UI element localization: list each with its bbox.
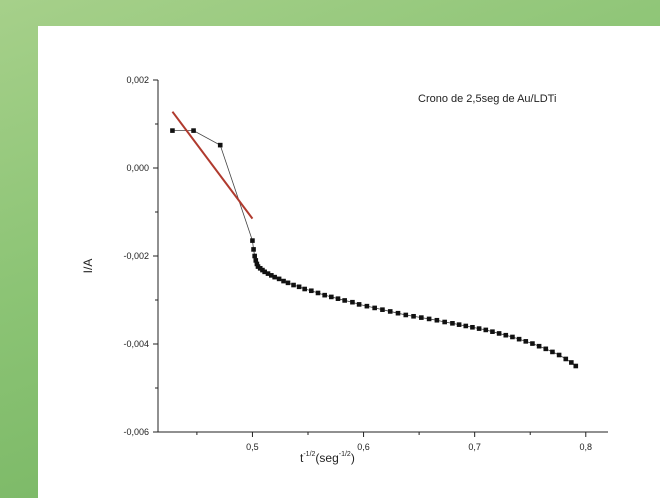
- data-point: [364, 303, 370, 309]
- x-axis-label-base: t: [300, 451, 304, 465]
- data-point: [470, 324, 475, 330]
- data-point: [296, 284, 302, 290]
- data-point: [262, 269, 267, 275]
- y-tick-label: 0,000: [126, 163, 149, 173]
- data-point: [490, 329, 495, 334]
- data-point: [523, 339, 529, 344]
- data-point: [476, 326, 482, 331]
- data-point: [496, 331, 502, 336]
- chart-card: 0,002 0,000 -0,002 -0,004 -0,006 0,5 0,6 0,7 0,8…: [38, 26, 660, 498]
- data-point: [483, 327, 489, 333]
- data-point: [285, 280, 291, 286]
- axes-layer: 0,002 0,000 -0,002 -0,004 -0,006 0,5 0,6 0,7 0,8: [123, 75, 608, 452]
- data-point: [322, 292, 327, 298]
- data-point: [426, 316, 432, 322]
- data-point: [450, 321, 455, 326]
- x-axis-label-mid: (seg: [315, 451, 338, 465]
- data-point: [395, 310, 401, 316]
- data-point: [170, 128, 175, 133]
- data-point: [563, 356, 569, 362]
- data-point: [335, 296, 341, 301]
- data-point: [356, 302, 362, 307]
- x-tick-label: 0,7: [468, 442, 481, 452]
- x-axis-label-end: ): [351, 451, 355, 465]
- x-axis-label-sup2: -1/2: [339, 451, 351, 458]
- x-tick-label: 0,8: [580, 442, 593, 452]
- data-point: [419, 315, 424, 320]
- data-point: [463, 323, 469, 329]
- data-point: [329, 294, 334, 300]
- data-point: [510, 334, 515, 340]
- data-point: [372, 305, 377, 311]
- data-point: [281, 278, 286, 284]
- data-point: [516, 336, 522, 342]
- y-tick-label: -0,002: [123, 251, 149, 261]
- data-point: [350, 299, 355, 305]
- y-axis-label: I/A: [81, 259, 95, 274]
- x-tick-label: 0,6: [357, 442, 370, 452]
- data-point: [252, 253, 257, 259]
- data-point: [434, 317, 440, 323]
- data-point: [315, 290, 321, 296]
- x-tick-label: 0,5: [246, 442, 259, 452]
- data-point: [530, 341, 535, 346]
- data-point: [265, 271, 271, 276]
- data-point: [543, 346, 549, 352]
- data-point: [342, 298, 347, 303]
- data-point: [272, 274, 277, 280]
- data-point: [302, 286, 307, 292]
- y-tick-label: -0,004: [123, 339, 149, 349]
- data-layer: [170, 111, 579, 369]
- chart-title: Crono de 2,5seg de Au/LDTi: [418, 93, 556, 105]
- data-point: [550, 349, 555, 355]
- y-tick-label: 0,002: [126, 75, 149, 85]
- data-point: [411, 313, 416, 319]
- fit-line: [171, 111, 254, 220]
- data-point: [387, 309, 393, 314]
- data-point: [269, 273, 274, 278]
- data-point: [536, 343, 542, 349]
- data-point: [403, 312, 409, 318]
- data-point: [251, 247, 256, 252]
- data-point: [253, 258, 259, 263]
- data-point: [556, 352, 562, 358]
- data-point: [291, 282, 296, 288]
- x-axis-label-sup1: -1/2: [303, 451, 315, 458]
- data-point: [250, 238, 255, 243]
- data-point: [191, 128, 196, 133]
- data-point: [456, 322, 462, 327]
- data-point: [217, 142, 223, 148]
- data-connector-line: [172, 130, 577, 367]
- x-axis-label: t-1/2(seg-1/2): [300, 451, 355, 465]
- data-point: [380, 307, 385, 312]
- data-point: [309, 288, 314, 294]
- data-point: [254, 261, 260, 267]
- y-tick-label: -0,006: [123, 427, 149, 437]
- data-point: [503, 332, 509, 338]
- data-point: [573, 363, 579, 369]
- data-point: [276, 276, 282, 282]
- data-point: [442, 319, 447, 325]
- chart-svg: 0,002 0,000 -0,002 -0,004 -0,006 0,5 0,6 0,7 0,8…: [81, 75, 608, 465]
- data-point: [569, 360, 574, 365]
